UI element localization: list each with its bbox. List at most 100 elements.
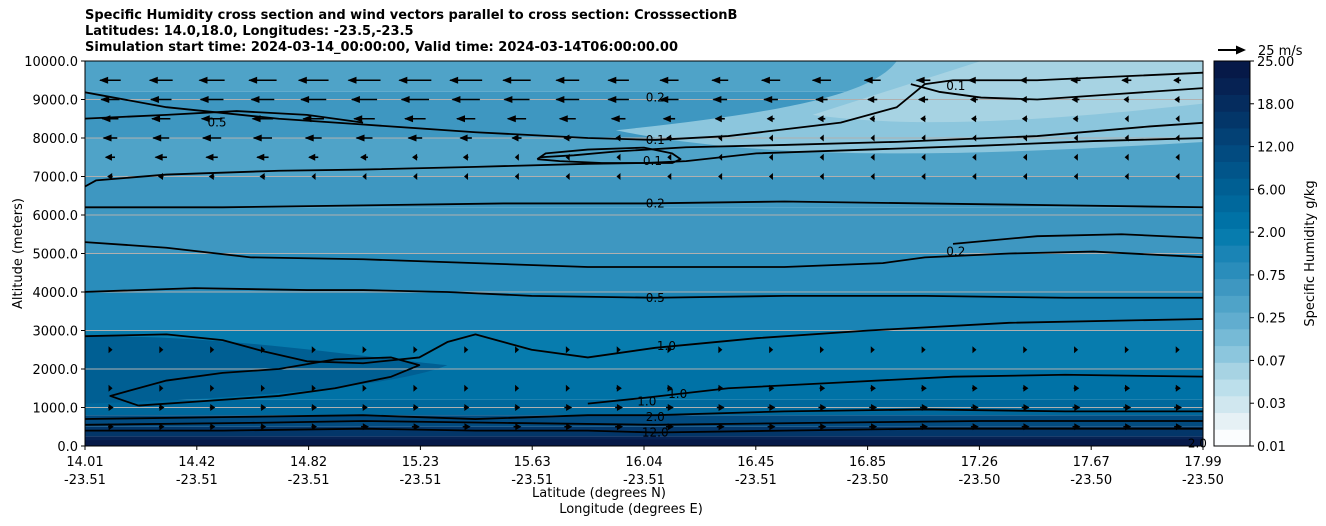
colorbar-tick-label-9: 25.00 <box>1257 55 1294 70</box>
wind-arrow-head-1-20 <box>1123 96 1129 103</box>
wind-arrow-head-3-8 <box>511 134 519 142</box>
wind-arrow-head-8-3 <box>261 404 267 411</box>
y-tick-label-0: 0.0 <box>57 440 78 455</box>
contour-labels: 0.20.10.10.20.51.01.01.02.012.00.50.10.2… <box>207 79 1207 451</box>
contour-label-5: 1.0 <box>657 339 676 353</box>
wind-arrow-head-8-18 <box>1023 404 1030 411</box>
wind-arrow-head-7-1 <box>159 384 164 392</box>
wind-arrow-head-4-19 <box>1073 153 1078 161</box>
contour-1.0-12 <box>587 373 1203 405</box>
colorbar-segment-10 <box>1214 261 1250 280</box>
wind-arrow-head-2-19 <box>1072 115 1078 123</box>
humidity-band-9 <box>85 176 1203 208</box>
wind-arrow-head-0-3 <box>248 76 258 84</box>
wind-arrow-head-9-7 <box>464 423 471 431</box>
humidity-band-2 <box>85 415 1203 427</box>
contour-label-1: 0.1 <box>646 133 665 147</box>
wind-arrow-head-2-12 <box>714 115 722 123</box>
x-tick-label-lat-6: 16.45 <box>737 455 774 470</box>
contour-label-7: 1.0 <box>668 387 687 401</box>
x-tick-label-lon-1: -23.51 <box>176 473 218 488</box>
wind-arrow-head-0-8 <box>502 76 512 84</box>
y-tick-label-10: 10000.0 <box>24 55 78 70</box>
colorbar-tick-label-0: 0.01 <box>1257 440 1286 455</box>
wind-arrow-head-0-0 <box>99 76 109 84</box>
wind-arrow-head-1-9 <box>555 96 565 103</box>
wind-arrow-head-4-6 <box>412 153 418 161</box>
contour-label-13: 2.0 <box>1188 437 1207 451</box>
wind-arrow-head-7-16 <box>921 384 927 392</box>
x-tick-label-lon-2: -23.51 <box>288 473 330 488</box>
y-tick-label-8: 8000.0 <box>33 132 79 147</box>
wind-arrow-head-8-15 <box>871 404 878 411</box>
wind-arrow-head-8-10 <box>616 404 624 411</box>
wind-arrow-head-0-6 <box>398 76 408 84</box>
wind-arrow-head-7-10 <box>616 384 622 392</box>
wind-arrow-head-7-15 <box>870 384 876 392</box>
x-tick-label-lon-3: -23.51 <box>399 473 441 488</box>
colorbar-segment-8 <box>1214 295 1250 313</box>
humidity-band-8 <box>85 207 1203 254</box>
wind-arrow-head-1-3 <box>250 96 260 103</box>
wind-arrow-head-4-5 <box>360 153 367 161</box>
wind-arrow-head-1-19 <box>1071 96 1078 103</box>
wind-arrow-head-6-17 <box>972 346 977 354</box>
wind-arrow-head-1-12 <box>712 96 722 103</box>
wind-arrow-head-5-0 <box>107 173 113 180</box>
wind-arrow-head-6-20 <box>1124 346 1129 354</box>
x-tick-label-lon-8: -23.50 <box>958 473 1000 488</box>
wind-arrow-head-8-12 <box>718 404 725 411</box>
wind-arrow-head-5-2 <box>208 173 214 180</box>
wind-arrow-head-4-14 <box>819 153 824 161</box>
wind-arrow-head-6-4 <box>311 346 316 354</box>
y-tick-label-6: 6000.0 <box>33 209 79 224</box>
wind-arrow-head-2-3 <box>251 115 261 123</box>
wind-arrow-head-4-21 <box>1175 153 1180 161</box>
wind-arrow-head-9-6 <box>413 423 420 431</box>
colorbar-segment-5 <box>1214 345 1250 363</box>
humidity-field <box>85 61 1203 446</box>
contour-1.0-10 <box>85 318 1203 365</box>
wind-arrow-head-1-17 <box>969 96 976 103</box>
wind-arrow-head-9-21 <box>1175 423 1183 431</box>
wind-arrow-head-0-9 <box>555 76 565 84</box>
wind-arrow-head-6-6 <box>413 346 418 354</box>
contour-0.2-5 <box>85 200 1203 209</box>
x-tick-label-lat-0: 14.01 <box>66 455 103 470</box>
contour-0.5-8 <box>85 287 1203 299</box>
colorbar-segment-1 <box>1214 412 1250 430</box>
wind-arrow-head-6-10 <box>616 346 621 354</box>
y-tick-label-4: 4000.0 <box>33 286 79 301</box>
contour-label-4: 0.5 <box>646 291 665 305</box>
wind-arrow-head-8-1 <box>159 404 165 411</box>
y-axis: 0.0 1000.0 2000.0 3000.0 4000.0 5000.0 6000.0 7… <box>24 55 85 455</box>
contour-0.1-2 <box>536 146 682 164</box>
chart-title-line-1: Specific Humidity cross section and wind… <box>85 8 738 23</box>
wind-arrow-head-7-20 <box>1125 384 1131 392</box>
wind-arrow-head-8-21 <box>1175 404 1183 411</box>
humidity-contours <box>85 71 1203 434</box>
wind-arrow-head-5-13 <box>768 173 773 180</box>
wind-arrow-head-1-1 <box>149 96 159 103</box>
wind-arrow-head-5-16 <box>921 173 926 180</box>
wind-arrow-head-2-13 <box>766 115 773 123</box>
wind-arrow-head-6-18 <box>1023 346 1028 354</box>
wind-arrow-head-0-21 <box>1173 76 1180 84</box>
y-tick-label-1: 1000.0 <box>33 402 79 417</box>
contour-0.1-1 <box>540 121 1203 159</box>
contour-label-0: 0.2 <box>646 91 665 105</box>
wind-arrow-head-8-14 <box>820 404 827 411</box>
wind-arrow-head-8-4 <box>311 404 317 411</box>
wind-arrow-head-7-0 <box>108 384 113 392</box>
wind-arrow-head-4-2 <box>205 153 214 161</box>
wind-arrow-head-1-10 <box>607 96 617 103</box>
wind-arrow-head-9-12 <box>718 423 725 431</box>
wind-arrow-head-6-0 <box>108 346 113 354</box>
wind-arrow-head-3-4 <box>304 134 314 142</box>
wind-arrow-head-9-9 <box>566 423 573 431</box>
wind-arrow-head-5-17 <box>972 173 977 180</box>
wind-arrow-head-5-10 <box>616 173 621 180</box>
colorbar-tick-label-3: 0.25 <box>1257 312 1286 327</box>
x-tick-label-lat-1: 14.42 <box>178 455 215 470</box>
wind-arrow-head-5-12 <box>718 173 723 180</box>
